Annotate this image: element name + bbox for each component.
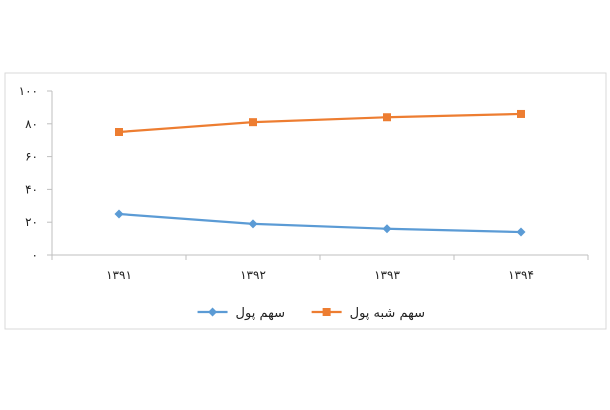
data-point-square [383,113,391,122]
x-tick-label: ۱۳۹۱ [106,268,132,282]
data-point-square [249,118,257,127]
data-point-square [517,109,525,118]
legend-label: سهم پول [236,306,285,321]
series-0 [114,209,526,237]
y-tick-label: ۸۰ [25,117,38,131]
chart-legend: سهم شبه پول سهم پول [197,306,425,321]
legend-label: سهم شبه پول [350,306,425,321]
chart-axes: ۰ ۲۰ ۴۰ ۶۰ ۸۰ ۱۰۰ ۱۳۹۱ ۱۳۹۲ ۱۳۹۳ ۱۳۹۴ [19,84,589,282]
y-tick-label: ۱۰۰ [19,84,38,98]
data-point-diamond [248,219,258,229]
y-tick-label: ۲۰ [25,215,38,229]
series-1 [115,109,525,136]
data-point-diamond [516,227,526,237]
chart-series [114,109,526,237]
legend-marker-square [322,308,331,316]
chart-border [4,72,607,330]
y-tick-label: ۴۰ [25,182,38,196]
series-line [118,212,522,234]
series-line [118,112,522,134]
y-tick-label: ۶۰ [25,150,38,164]
data-point-diamond [382,224,392,234]
legend-marker-diamond [208,307,218,317]
data-point-square [115,128,123,136]
x-tick-label: ۱۳۹۳ [374,268,400,282]
data-point-diamond [114,209,124,219]
x-tick-label: ۱۳۹۲ [240,268,266,282]
y-tick-label: ۰ [32,248,38,262]
x-tick-label: ۱۳۹۴ [508,268,534,282]
